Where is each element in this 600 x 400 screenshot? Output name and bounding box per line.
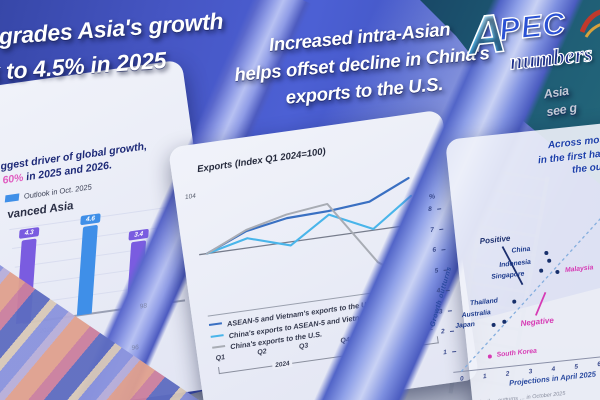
scatter-y-tick: 4 [436, 287, 441, 295]
x-tick-quarter: Q3 [298, 342, 309, 351]
headline-left: pgrades Asia's growth k to 4.5% in 2025 [0, 4, 227, 89]
y-tick-label: 98 [139, 302, 148, 311]
headline-right-line1: Asia [542, 83, 570, 102]
legend-swatch-blue [4, 193, 20, 203]
panel-growth-scatter: Across most countries in the first half … [428, 113, 600, 400]
line-chart-title: Exports (Index Q1 2024=100) [196, 146, 327, 176]
headline-right-partial: Asia see g [542, 82, 578, 121]
scatter-x-tick: 3 [528, 368, 533, 376]
scatter-y-tick: 7 [429, 226, 435, 234]
scatter-y-tick: 2 [440, 328, 446, 336]
scatter-x-tick: 5 [574, 363, 579, 371]
x-tick-quarter: Q1 [215, 354, 226, 363]
year-label: 2024 [271, 359, 294, 370]
line-legend-swatch [212, 345, 226, 350]
scatter-y-tick: 1 [442, 348, 448, 356]
y-tick-label: 104 [184, 192, 197, 202]
red-gold-swirl-icon [580, 9, 600, 38]
scatter-x-tick: 1 [482, 372, 487, 381]
scatter-heading-line1: Across most countries [547, 129, 600, 152]
bar-value-label: 4.3 [18, 227, 40, 240]
x-tick-quarter: Q2 [256, 348, 268, 357]
scatter-x-tick: 2 [505, 370, 510, 378]
scatter-percent-label: % [428, 193, 436, 201]
y-tick-label: 96 [131, 344, 140, 352]
headline-right-line2: see g [545, 100, 578, 119]
bar-value-label: 4.6 [80, 212, 101, 225]
scatter-y-tick: 6 [432, 246, 437, 254]
left-intro-highlight: 60% [1, 171, 25, 187]
headline-left-line1: pgrades Asia's growth [0, 7, 224, 51]
scatter-x-tick: 0 [459, 375, 465, 383]
scatter-point-malaysia [554, 269, 560, 275]
logo-pec: PEC [497, 5, 568, 48]
scatter-lines [437, 186, 600, 373]
scatter-y-tick: 5 [434, 266, 439, 275]
line-legend-swatch [210, 333, 224, 338]
scatter-point-singapore [538, 268, 544, 273]
line-legend-swatch [208, 322, 223, 327]
scatter-point-indonesia [546, 258, 552, 263]
scatter-point-japan [491, 322, 496, 328]
scatter-y-tick: 8 [427, 205, 433, 214]
scatter-point-south-korea [487, 353, 492, 359]
scatter-chart: Positive Negative Projections in April 2… [423, 176, 600, 400]
scatter-y-tick: 3 [438, 307, 443, 316]
scatter-x-tick: 4 [551, 365, 556, 374]
